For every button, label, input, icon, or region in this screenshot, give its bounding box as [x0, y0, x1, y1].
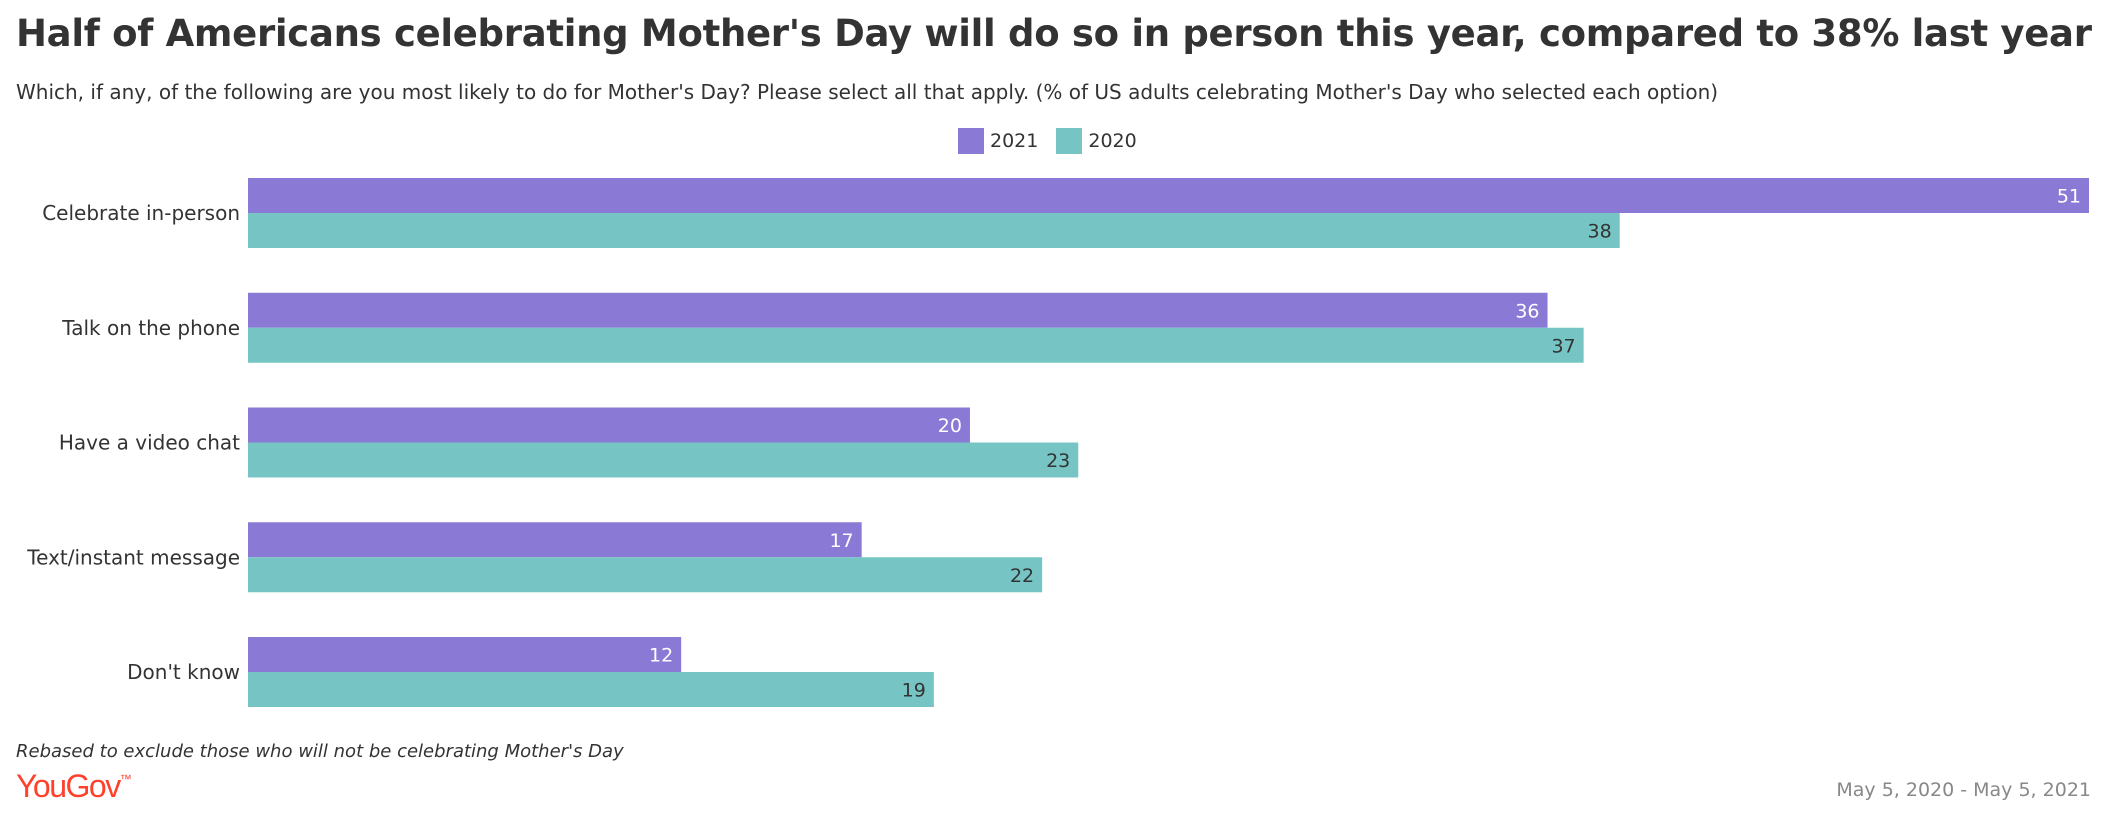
legend: 2021 2020 — [958, 128, 1155, 154]
data-label-2020: 23 — [1046, 450, 1070, 472]
chart-title: Half of Americans celebrating Mother's D… — [16, 12, 2092, 55]
logo-text: YouGov — [16, 768, 121, 804]
data-label-2021: 51 — [2057, 186, 2081, 208]
data-label-2021: 17 — [829, 530, 853, 552]
category-label: Celebrate in-person — [42, 201, 240, 225]
data-label-2021: 36 — [1515, 300, 1539, 322]
category-label: Talk on the phone — [61, 316, 240, 340]
data-label-2020: 22 — [1010, 565, 1034, 587]
legend-item-2021: 2021 — [958, 128, 1038, 154]
data-label-2020: 19 — [902, 680, 926, 702]
bar-2021 — [248, 178, 2089, 213]
category-label: Have a video chat — [59, 431, 240, 455]
legend-swatch-2020 — [1056, 128, 1083, 154]
bar-2020 — [248, 442, 1079, 478]
bar-2020 — [248, 672, 934, 707]
footnote: Rebased to exclude those who will not be… — [16, 741, 624, 762]
bar-2021 — [248, 522, 862, 558]
legend-label-2020: 2020 — [1088, 130, 1137, 152]
bar-2020 — [248, 213, 1620, 248]
data-label-2021: 20 — [938, 415, 962, 437]
chart-subtitle: Which, if any, of the following are you … — [16, 80, 1719, 104]
bar-2021 — [248, 292, 1548, 328]
logo-mark: ™ — [119, 772, 132, 786]
legend-label-2021: 2021 — [990, 130, 1039, 152]
legend-item-2020: 2020 — [1056, 128, 1137, 154]
bar-2020 — [248, 327, 1584, 363]
data-label-2020: 37 — [1551, 335, 1575, 357]
category-label: Don't know — [127, 660, 240, 684]
bar-2021 — [248, 407, 970, 443]
legend-swatch-2021 — [958, 128, 984, 154]
bar-2020 — [248, 557, 1043, 593]
bar-2021 — [248, 637, 682, 672]
data-label-2020: 38 — [1588, 221, 1612, 243]
date-range: May 5, 2020 - May 5, 2021 — [1836, 779, 2091, 801]
data-label-2021: 12 — [649, 645, 673, 667]
category-label: Text/instant message — [26, 545, 240, 569]
yougov-logo: YouGov™ — [16, 768, 132, 805]
